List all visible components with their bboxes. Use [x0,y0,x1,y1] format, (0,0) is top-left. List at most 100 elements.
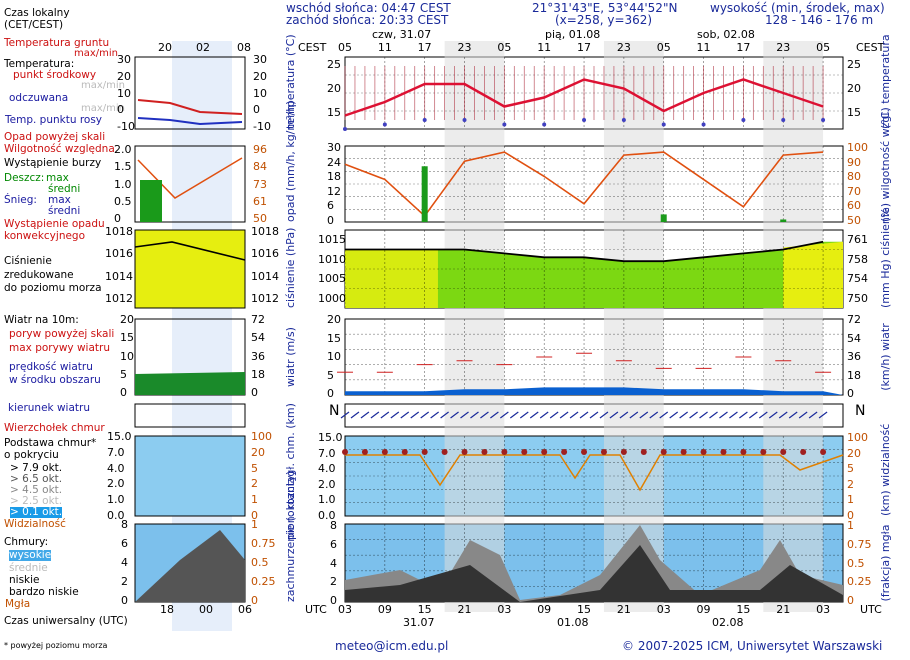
cloud-top-dot [600,449,607,455]
humidity-tick: 50 [847,214,861,227]
local-hour-tick: 05 [816,41,831,54]
wind-dir-arrow [490,411,499,419]
wind-dir-arrow [639,411,649,419]
legend-pres-tick-left: 1018 [105,225,133,238]
wind-dir-arrow [679,411,689,419]
legend-pressure: Ciśnienie [4,255,52,267]
legend-okt01: > 0.1 okt. [10,506,63,519]
legend-vis-tick: 0 [251,509,258,522]
legend-hum-tick: 61 [253,194,267,208]
cloud-top-dot [720,449,727,455]
dew-point-dot [661,122,666,127]
legend-wind-kmh-tick: 18 [251,367,265,381]
wind-tick: 20 [327,313,341,326]
legend-gust-above: poryw powyżej skali [9,328,115,340]
legend-temp-tick-right: 30 [253,53,267,66]
pressure-fill [345,241,843,308]
pressure-tick: 1010 [318,252,346,266]
utc-date-1: 31.07 [403,616,435,629]
legend-precip-panel [134,145,246,223]
utc-date-3: 02.08 [712,616,744,629]
utc-hour-tick: 03 [338,603,352,616]
footer-email[interactable]: meteo@icm.edu.pl [335,639,449,653]
legend-wind-kmh-tick: 0 [251,386,258,399]
legend-wind-tick: 10 [120,349,134,363]
wind-dir-arrow [589,411,599,419]
legend-low: niskie [9,574,40,586]
dew-point-dot [422,118,427,122]
cloud-top-dot [820,449,827,455]
cloud-top-dot [620,449,627,455]
dew-point-dot [462,118,467,122]
fog-tick: 0.25 [847,575,872,589]
pressure-mm-tick: 761 [847,233,868,246]
wind-dir-arrow [599,411,609,419]
precip-tick: 30 [327,141,341,154]
dew-point-dot [542,122,547,127]
local-hour-tick: 11 [696,41,711,54]
utc-label-left: UTC [305,603,327,616]
legend-cloud-panel [134,435,246,517]
cloud-top-dot [660,449,667,455]
legend-local-tick-1: 20 [158,41,172,54]
legend-pres-tick-left: 1012 [105,292,133,305]
legend-wind-tick: 15 [120,331,134,345]
legend-okt65: > 6.5 okt. [10,473,63,485]
precip-tick: 24 [327,155,341,169]
wind-dir-arrow [719,411,728,419]
legend-temperature: Temperatura: [4,58,75,70]
local-hour-tick: 23 [457,41,472,54]
wind-dir-arrow [380,411,390,419]
visibility-tick: 2 [847,477,854,491]
wind-dir-arrow [808,411,818,419]
cloud-top-dot [441,449,448,455]
wind-dir-arrow [390,411,400,419]
legend-hum-tick: 50 [253,212,267,225]
legend-cc-tick: 6 [121,537,128,550]
utc-hour-tick: 21 [457,603,472,616]
wind-dir-arrow [539,411,549,419]
local-hour-tick: 17 [577,41,592,54]
legend-rain: Deszcz: [4,172,45,184]
legend-cc-tick: 8 [121,518,128,531]
visibility-line [345,454,844,492]
wind-dir-arrow [460,411,469,419]
pressure-mm-axis-label: (mm Hg) ciśnienie [879,207,892,308]
wind-dir-arrow [748,411,758,419]
cloud-tick: 2.0 [318,477,336,491]
elevation-values: 128 - 146 - 176 m [765,13,874,27]
legend-local-time: Czas lokalny [4,7,70,19]
legend-snow: Śnieg: [4,194,37,206]
wind-dir-arrow [768,411,778,419]
temp-tick-right: 25 [847,58,861,71]
wind-dir-arrow [549,411,559,419]
visibility-axis-label: (km) widzialność [879,423,892,516]
precip-axis-label: opad (mm/h, kg/m²/h) [284,100,297,222]
cloud-top-dot [342,449,348,455]
wind-dir-arrow [629,411,639,419]
legend-fog-tick: 1 [251,518,258,531]
legend-local-tick-2: 02 [196,41,210,54]
night-band [444,41,505,612]
utc-hour-tick: 03 [656,603,671,616]
sunset-text: zachód słońca: 20:33 CEST [286,13,449,27]
utc-hour-tick: 09 [377,603,392,616]
visibility-tick: 20 [847,446,861,460]
legend-winddir-panel [134,403,246,428]
legend-cloud-top: Wierzchołek chmur [4,422,105,434]
sunrise-text: wschód słońca: 04:47 CEST [286,1,451,15]
cloud-top-dot [421,449,428,455]
legend-visibility: Widzialność [4,518,66,530]
legend-utc-tick-3: 06 [238,603,252,616]
wind-dir-arrow [350,411,360,419]
temp-tick-left: 15 [327,106,341,119]
cloud-top-dot [361,449,368,455]
day-label-1: czw, 31.07 [372,28,432,41]
wind-dir-arrow [400,411,410,419]
precip-bar [660,214,667,222]
utc-hour-tick: 09 [537,603,552,616]
legend-okt79: > 7.9 okt. [10,462,63,474]
local-hour-tick: 11 [537,41,552,54]
pressure-mm-tick: 754 [847,272,868,286]
utc-date-2: 01.08 [557,616,589,629]
